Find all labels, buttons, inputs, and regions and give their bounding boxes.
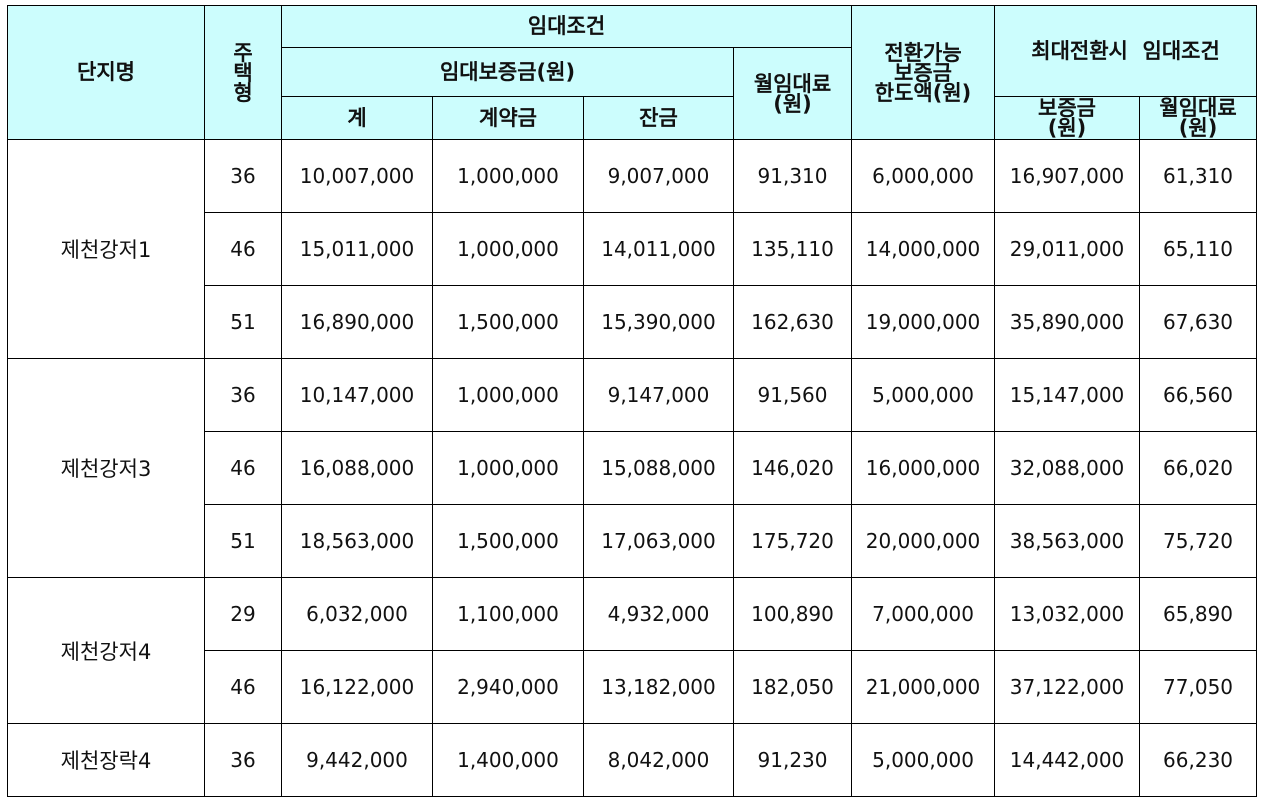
limit-cell: 19,000,000 (851, 285, 996, 359)
contract-cell: 1,100,000 (432, 577, 584, 651)
max-deposit-cell: 16,907,000 (994, 139, 1141, 213)
rent-cell: 182,050 (732, 650, 853, 724)
header-contract-deposit: 계약금 (432, 96, 584, 140)
rent-cell: 91,310 (732, 139, 853, 213)
header-max-monthly-rent: 월임대료 (원) (1139, 96, 1258, 140)
complex-name-cell: 제천장락4 (7, 723, 205, 797)
balance-cell: 13,182,000 (583, 650, 734, 724)
max-deposit-cell: 37,122,000 (994, 650, 1141, 724)
total-cell: 10,147,000 (281, 358, 433, 432)
house-type-cell: 29 (204, 577, 282, 651)
max-rent-cell: 66,020 (1139, 431, 1258, 505)
limit-cell: 16,000,000 (851, 431, 996, 505)
header-balance: 잔금 (583, 96, 734, 140)
house-type-cell: 51 (204, 285, 282, 359)
balance-cell: 14,011,000 (583, 212, 734, 286)
max-rent-cell: 75,720 (1139, 504, 1258, 578)
header-lease-conditions: 임대조건 (280, 5, 853, 48)
table-row: 51 18,563,000 1,500,000 17,063,000 175,7… (8, 504, 1258, 578)
rent-cell: 175,720 (732, 504, 853, 578)
max-deposit-cell: 29,011,000 (994, 212, 1141, 286)
total-cell: 16,122,000 (281, 650, 433, 724)
total-cell: 16,088,000 (281, 431, 433, 505)
limit-cell: 5,000,000 (851, 723, 996, 797)
max-deposit-cell: 14,442,000 (994, 723, 1141, 797)
complex-name-cell: 제천강저4 (7, 577, 205, 724)
balance-cell: 15,390,000 (583, 285, 734, 359)
contract-cell: 2,940,000 (432, 650, 584, 724)
header-lease-deposit: 임대보증금(원) (281, 47, 734, 97)
rent-cell: 146,020 (732, 431, 853, 505)
table-row: 제천장락4 36 9,442,000 1,400,000 8,042,000 9… (7, 723, 1258, 797)
table-row: 제천강저1 36 10,007,000 1,000,000 9,007,000 … (7, 139, 1258, 359)
max-rent-cell: 65,110 (1139, 212, 1258, 286)
house-type-cell: 36 (204, 723, 282, 797)
rent-cell: 135,110 (732, 212, 853, 286)
max-deposit-cell: 32,088,000 (994, 431, 1141, 505)
limit-cell: 21,000,000 (851, 650, 996, 724)
max-deposit-cell: 13,032,000 (994, 577, 1141, 651)
house-type-cell: 36 (204, 139, 282, 213)
header-convertible-limit: 전환가능 보증금 한도액(원) (851, 5, 996, 140)
contract-cell: 1,000,000 (432, 431, 584, 505)
header-house-type: 주 택 형 (204, 5, 282, 140)
house-type-cell: 46 (204, 650, 282, 724)
max-rent-cell: 61,310 (1139, 139, 1258, 213)
rent-cell: 91,560 (732, 358, 853, 432)
max-rent-cell: 67,630 (1139, 285, 1258, 359)
lease-conditions-table: 단지명 주 택 형 임대조건 전환가능 보증금 한도액(원) 최대전환시 임대조… (7, 5, 1258, 797)
contract-cell: 1,000,000 (432, 358, 584, 432)
header-monthly-rent: 월임대료 (원) (732, 47, 853, 140)
header-max-conversion: 최대전환시 임대조건 (994, 5, 1258, 97)
balance-cell: 9,147,000 (583, 358, 734, 432)
rent-cell: 100,890 (732, 577, 853, 651)
balance-cell: 8,042,000 (583, 723, 734, 797)
balance-cell: 4,932,000 (583, 577, 734, 651)
total-cell: 15,011,000 (281, 212, 433, 286)
house-type-cell: 46 (204, 212, 282, 286)
house-type-cell: 51 (204, 504, 282, 578)
limit-cell: 20,000,000 (851, 504, 996, 578)
max-deposit-cell: 15,147,000 (994, 358, 1141, 432)
balance-cell: 9,007,000 (583, 139, 734, 213)
balance-cell: 15,088,000 (583, 431, 734, 505)
table-row: 46 15,011,000 1,000,000 14,011,000 135,1… (8, 212, 1258, 286)
table-row: 46 16,122,000 2,940,000 13,182,000 182,0… (8, 650, 1258, 724)
limit-cell: 5,000,000 (851, 358, 996, 432)
limit-cell: 14,000,000 (851, 212, 996, 286)
header-max-deposit: 보증금 (원) (994, 96, 1141, 140)
contract-cell: 1,000,000 (432, 139, 584, 213)
contract-cell: 1,000,000 (432, 212, 584, 286)
max-rent-cell: 66,230 (1139, 723, 1258, 797)
balance-cell: 17,063,000 (583, 504, 734, 578)
house-type-cell: 46 (204, 431, 282, 505)
total-cell: 18,563,000 (281, 504, 433, 578)
total-cell: 9,442,000 (281, 723, 433, 797)
header-total: 계 (281, 96, 433, 140)
table-row: 제천강저3 36 10,147,000 1,000,000 9,147,000 … (7, 358, 1258, 578)
limit-cell: 7,000,000 (851, 577, 996, 651)
contract-cell: 1,500,000 (432, 285, 584, 359)
total-cell: 6,032,000 (281, 577, 433, 651)
limit-cell: 6,000,000 (851, 139, 996, 213)
max-rent-cell: 77,050 (1139, 650, 1258, 724)
contract-cell: 1,500,000 (432, 504, 584, 578)
header-complex-name: 단지명 (7, 5, 205, 140)
table-row: 46 16,088,000 1,000,000 15,088,000 146,0… (8, 431, 1258, 505)
complex-name-cell: 제천강저3 (7, 358, 205, 578)
max-deposit-cell: 35,890,000 (994, 285, 1141, 359)
total-cell: 10,007,000 (281, 139, 433, 213)
max-rent-cell: 65,890 (1139, 577, 1258, 651)
complex-name-cell: 제천강저1 (7, 139, 205, 359)
total-cell: 16,890,000 (281, 285, 433, 359)
table-row: 제천강저4 29 6,032,000 1,100,000 4,932,000 1… (7, 577, 1258, 724)
max-rent-cell: 66,560 (1139, 358, 1258, 432)
rent-cell: 91,230 (732, 723, 853, 797)
contract-cell: 1,400,000 (432, 723, 584, 797)
max-deposit-cell: 38,563,000 (994, 504, 1141, 578)
house-type-cell: 36 (204, 358, 282, 432)
rent-cell: 162,630 (732, 285, 853, 359)
